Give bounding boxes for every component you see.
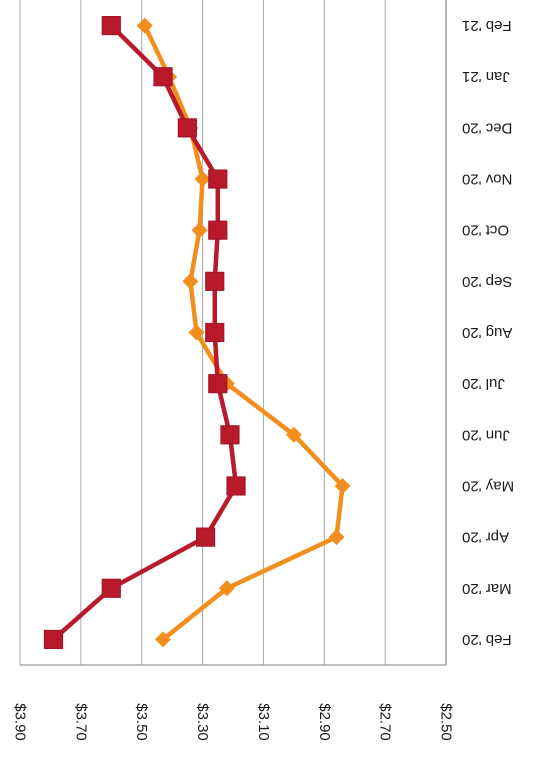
data-point-diamond [334,477,351,494]
category-tick-label: Jun '20 [462,426,510,443]
data-point-square [205,322,225,343]
data-point-square [101,15,121,36]
data-point-diamond [218,580,235,597]
category-tick-label: Jan '21 [462,68,510,85]
data-point-square [196,527,216,547]
category-tick-label: Feb '20 [462,631,512,648]
data-point-square [220,425,240,445]
data-point-square [153,67,173,87]
data-point-diamond [191,222,208,239]
data-point-diamond [285,426,302,443]
data-point-square [205,271,225,291]
category-tick-label: Aug '20 [462,324,512,341]
value-tick-label: $3.70 [72,703,89,741]
value-tick-label: $3.10 [255,703,272,741]
data-point-diamond [194,171,211,188]
series-line-1 [142,23,345,642]
value-tick-label: $2.50 [438,703,455,741]
value-tick-label: $2.70 [377,703,394,741]
category-tick-label: Oct '20 [462,222,509,239]
data-point-square [226,476,246,496]
category-tick-label: Mar '20 [462,580,512,597]
data-point-diamond [188,324,205,341]
category-tick-label: May '20 [462,477,514,494]
data-point-diamond [328,529,345,546]
category-tick-label: Nov '20 [462,171,512,188]
value-tick-label: $2.90 [316,703,333,741]
data-point-diamond [155,631,172,648]
data-point-square [43,629,64,650]
data-point-square [208,169,228,189]
data-point-square [101,578,121,598]
plot-area [19,0,447,666]
category-tick-label: Feb '21 [462,17,512,34]
data-point-diamond [182,273,199,290]
category-tick-label: Dec '20 [462,119,512,136]
category-tick-label: Sep '20 [462,273,512,290]
category-tick-label: Jul '20 [462,375,505,392]
value-tick-label: $3.50 [133,703,150,741]
value-tick-label: $3.30 [194,703,211,741]
data-point-square [177,118,197,138]
data-point-square [208,374,228,394]
value-tick-label: $3.90 [12,703,29,741]
category-tick-label: Apr '20 [462,529,509,546]
data-point-square [208,220,228,240]
tick-labels: $3.90 $3.70 $3.50 $3.30 $3.10 $2.90 $2.70 $2.50… [12,17,515,741]
data-point-diamond [136,17,153,34]
